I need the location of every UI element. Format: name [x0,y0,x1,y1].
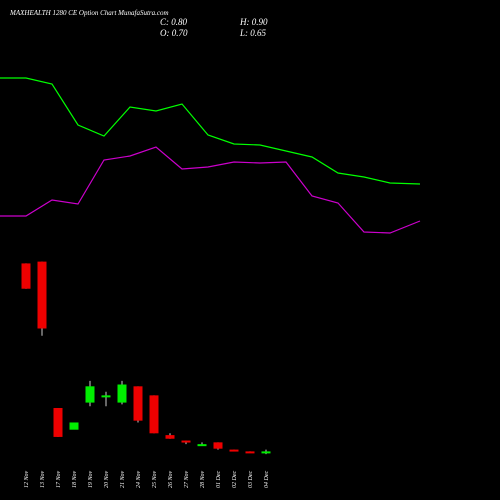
candle-body [245,451,255,454]
candle-body [197,444,207,447]
candle-body [229,449,239,452]
x-tick-label: 13 Nov [40,470,46,488]
candle-body [69,422,79,430]
open-value: O: 0.70 [160,28,188,38]
x-tick-label: 20 Nov [104,470,110,488]
x-tick-label: 03 Dec [248,471,254,488]
x-axis-labels: 12 Nov 13 Nov 17 Nov 18 Nov 19 Nov 20 Nov 21 N… [24,470,270,488]
x-tick-label: 18 Nov [72,470,78,488]
x-tick-label: 28 Nov [200,470,206,488]
candle-body [213,442,223,449]
x-tick-label: 19 Nov [88,470,94,488]
high-value: H: 0.90 [239,17,268,27]
indicator-lines [0,77,421,234]
x-tick-label: 24 Nov [135,470,142,488]
x-tick-label: 04 Dec [263,471,270,488]
candle-body [181,440,191,443]
x-tick-label: 21 Nov [120,470,126,488]
candle-body [53,408,63,437]
chart-title: MAXHEALTH 1280 CE Option Chart MunafaSut… [9,9,169,17]
x-tick-label: 02 Dec [232,471,238,488]
candle-body [85,386,95,403]
x-tick-label: 01 Dec [216,471,222,488]
green-indicator-line [0,77,421,185]
x-tick-label: 17 Nov [56,470,62,488]
close-value: C: 0.80 [160,17,188,27]
candle-body [101,395,111,398]
low-value: L: 0.65 [239,28,267,38]
candle-body [133,386,143,421]
x-tick-label: 25 Nov [152,470,158,488]
x-tick-label: 26 Nov [168,470,174,488]
candle-body [37,261,47,329]
candle-body [149,395,159,434]
candle-body [117,384,127,403]
candles-group [21,261,271,455]
candle-body [21,263,31,289]
x-tick-label: 27 Nov [184,470,190,488]
candle-body [165,435,175,439]
x-tick-label: 12 Nov [24,470,30,488]
magenta-indicator-line [0,146,421,234]
candle-body [261,451,271,454]
